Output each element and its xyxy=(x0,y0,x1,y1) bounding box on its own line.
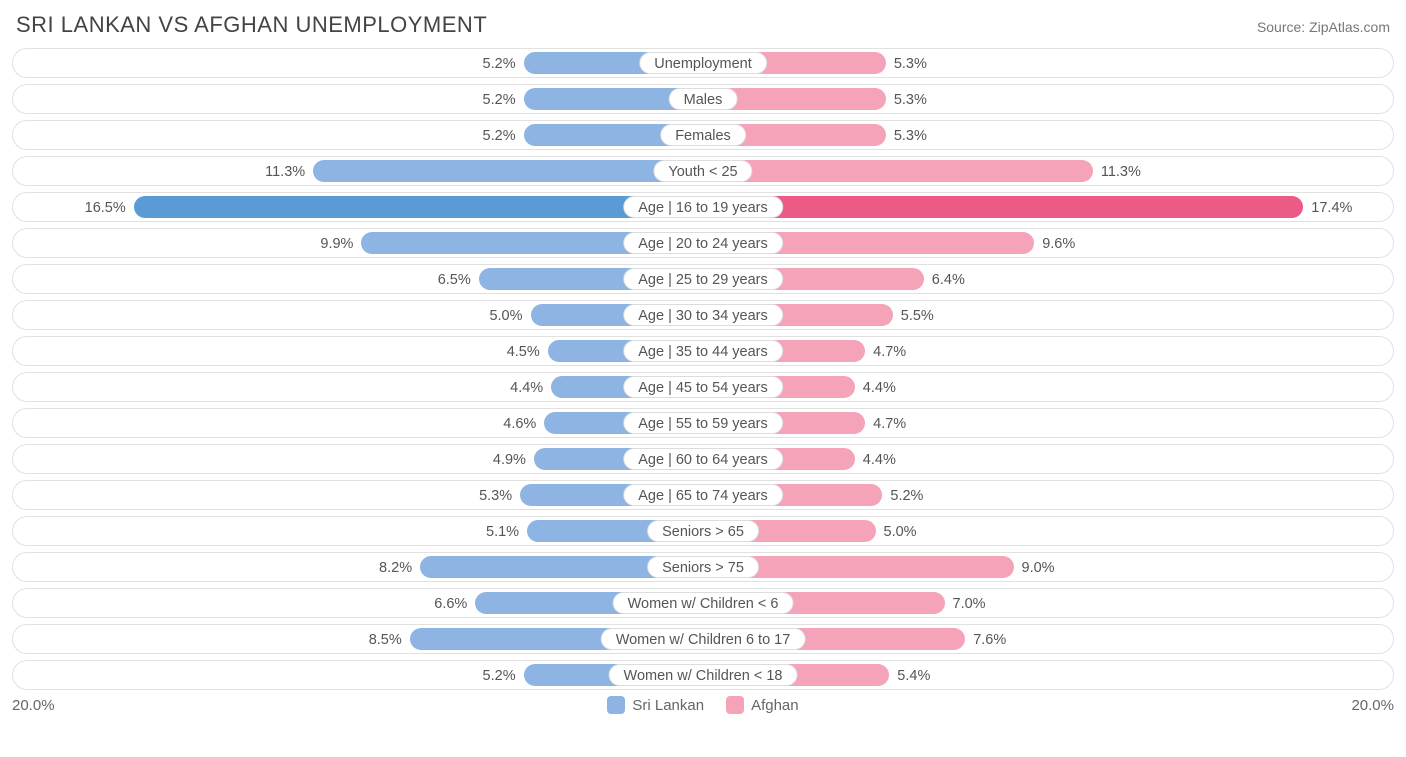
chart-row: 4.6% 4.7% Age | 55 to 59 years xyxy=(12,408,1394,438)
bar-value-right: 7.0% xyxy=(953,589,986,619)
category-label: Women w/ Children < 6 xyxy=(613,592,794,614)
bar-value-right: 5.2% xyxy=(890,481,923,511)
chart-row: 5.2% 5.3% Females xyxy=(12,120,1394,150)
chart-row: 6.6% 7.0% Women w/ Children < 6 xyxy=(12,588,1394,618)
bar-value-right: 5.5% xyxy=(901,301,934,331)
bar-value-right: 4.4% xyxy=(863,445,896,475)
bar-value-right: 11.3% xyxy=(1101,157,1141,187)
bar-value-left: 5.2% xyxy=(483,49,516,79)
bar-value-left: 4.4% xyxy=(510,373,543,403)
bar-value-left: 5.2% xyxy=(483,85,516,115)
category-label: Age | 25 to 29 years xyxy=(623,268,783,290)
bar-right xyxy=(703,196,1303,218)
chart-row: 4.4% 4.4% Age | 45 to 54 years xyxy=(12,372,1394,402)
chart-row: 4.9% 4.4% Age | 60 to 64 years xyxy=(12,444,1394,474)
category-label: Age | 65 to 74 years xyxy=(623,484,783,506)
chart-source: Source: ZipAtlas.com xyxy=(1257,19,1390,35)
bar-value-left: 8.2% xyxy=(379,553,412,583)
category-label: Youth < 25 xyxy=(653,160,752,182)
category-label: Females xyxy=(660,124,746,146)
bar-value-right: 5.0% xyxy=(884,517,917,547)
bar-value-left: 4.5% xyxy=(507,337,540,367)
chart-row: 16.5% 17.4% Age | 16 to 19 years xyxy=(12,192,1394,222)
legend-swatch-right xyxy=(726,696,744,714)
category-label: Seniors > 75 xyxy=(647,556,759,578)
bar-value-left: 9.9% xyxy=(320,229,353,259)
category-label: Age | 16 to 19 years xyxy=(623,196,783,218)
bar-value-left: 5.2% xyxy=(483,661,516,691)
chart-row: 5.3% 5.2% Age | 65 to 74 years xyxy=(12,480,1394,510)
bar-value-right: 17.4% xyxy=(1311,193,1352,223)
category-label: Age | 55 to 59 years xyxy=(623,412,783,434)
bar-value-left: 11.3% xyxy=(265,157,305,187)
category-label: Women w/ Children < 18 xyxy=(609,664,798,686)
bar-right xyxy=(703,160,1093,182)
bar-value-left: 16.5% xyxy=(85,193,126,223)
category-label: Age | 20 to 24 years xyxy=(623,232,783,254)
bar-value-left: 8.5% xyxy=(369,625,402,655)
chart-row: 8.5% 7.6% Women w/ Children 6 to 17 xyxy=(12,624,1394,654)
chart-row: 9.9% 9.6% Age | 20 to 24 years xyxy=(12,228,1394,258)
bar-value-left: 6.5% xyxy=(438,265,471,295)
chart-row: 5.0% 5.5% Age | 30 to 34 years xyxy=(12,300,1394,330)
chart-title: SRI LANKAN VS AFGHAN UNEMPLOYMENT xyxy=(16,12,487,38)
bar-value-left: 5.2% xyxy=(483,121,516,151)
bar-value-left: 5.0% xyxy=(489,301,522,331)
category-label: Age | 30 to 34 years xyxy=(623,304,783,326)
legend-item-left: Sri Lankan xyxy=(607,696,704,714)
chart-row: 11.3% 11.3% Youth < 25 xyxy=(12,156,1394,186)
bar-value-right: 5.3% xyxy=(894,49,927,79)
category-label: Age | 60 to 64 years xyxy=(623,448,783,470)
chart-row: 5.1% 5.0% Seniors > 65 xyxy=(12,516,1394,546)
category-label: Women w/ Children 6 to 17 xyxy=(601,628,806,650)
category-label: Males xyxy=(669,88,738,110)
bar-left xyxy=(134,196,703,218)
bar-value-right: 5.4% xyxy=(897,661,930,691)
axis-left-label: 20.0% xyxy=(12,697,55,714)
bar-value-right: 9.6% xyxy=(1042,229,1075,259)
legend-item-right: Afghan xyxy=(726,696,799,714)
bar-value-right: 5.3% xyxy=(894,85,927,115)
bar-value-right: 4.4% xyxy=(863,373,896,403)
chart-legend: Sri Lankan Afghan xyxy=(55,696,1352,714)
category-label: Age | 35 to 44 years xyxy=(623,340,783,362)
category-label: Unemployment xyxy=(639,52,767,74)
chart-row: 5.2% 5.4% Women w/ Children < 18 xyxy=(12,660,1394,690)
chart-header: SRI LANKAN VS AFGHAN UNEMPLOYMENT Source… xyxy=(12,12,1394,48)
bar-value-left: 5.1% xyxy=(486,517,519,547)
category-label: Seniors > 65 xyxy=(647,520,759,542)
bar-value-left: 6.6% xyxy=(434,589,467,619)
chart-row: 5.2% 5.3% Unemployment xyxy=(12,48,1394,78)
chart-row: 4.5% 4.7% Age | 35 to 44 years xyxy=(12,336,1394,366)
legend-label-right: Afghan xyxy=(751,697,799,714)
category-label: Age | 45 to 54 years xyxy=(623,376,783,398)
chart-row: 5.2% 5.3% Males xyxy=(12,84,1394,114)
bar-value-left: 4.6% xyxy=(503,409,536,439)
legend-label-left: Sri Lankan xyxy=(632,697,704,714)
bar-value-right: 9.0% xyxy=(1022,553,1055,583)
chart-row: 6.5% 6.4% Age | 25 to 29 years xyxy=(12,264,1394,294)
bar-value-right: 7.6% xyxy=(973,625,1006,655)
axis-right-label: 20.0% xyxy=(1351,697,1394,714)
bar-value-right: 4.7% xyxy=(873,409,906,439)
bar-value-right: 5.3% xyxy=(894,121,927,151)
legend-swatch-left xyxy=(607,696,625,714)
bar-value-left: 5.3% xyxy=(479,481,512,511)
chart-footer: 20.0% Sri Lankan Afghan 20.0% xyxy=(12,696,1394,714)
diverging-bar-chart: 5.2%5.3%Unemployment5.2%5.3%Males5.2%5.3… xyxy=(12,48,1394,690)
chart-row: 8.2% 9.0% Seniors > 75 xyxy=(12,552,1394,582)
bar-value-right: 6.4% xyxy=(932,265,965,295)
bar-value-right: 4.7% xyxy=(873,337,906,367)
bar-left xyxy=(313,160,703,182)
bar-value-left: 4.9% xyxy=(493,445,526,475)
